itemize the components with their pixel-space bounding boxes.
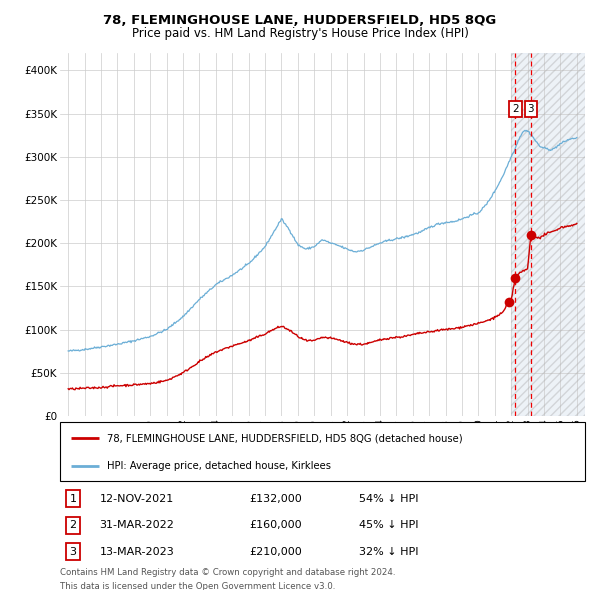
Text: £132,000: £132,000: [249, 494, 302, 504]
Text: 13-MAR-2023: 13-MAR-2023: [100, 546, 174, 556]
Text: 12-NOV-2021: 12-NOV-2021: [100, 494, 173, 504]
Bar: [511, 53, 585, 416]
Text: 1: 1: [70, 494, 77, 504]
Text: Price paid vs. HM Land Registry's House Price Index (HPI): Price paid vs. HM Land Registry's House …: [131, 27, 469, 40]
Text: £160,000: £160,000: [249, 520, 302, 530]
Text: HPI: Average price, detached house, Kirklees: HPI: Average price, detached house, Kirk…: [107, 461, 331, 470]
Text: 2: 2: [70, 520, 77, 530]
Text: 2: 2: [512, 104, 518, 114]
Text: 78, FLEMINGHOUSE LANE, HUDDERSFIELD, HD5 8QG (detached house): 78, FLEMINGHOUSE LANE, HUDDERSFIELD, HD5…: [107, 434, 463, 443]
Text: 31-MAR-2022: 31-MAR-2022: [100, 520, 174, 530]
Text: 32% ↓ HPI: 32% ↓ HPI: [359, 546, 419, 556]
Text: 3: 3: [527, 104, 534, 114]
Bar: [511, 53, 585, 416]
Text: 45% ↓ HPI: 45% ↓ HPI: [359, 520, 419, 530]
Text: 54% ↓ HPI: 54% ↓ HPI: [359, 494, 419, 504]
Text: 78, FLEMINGHOUSE LANE, HUDDERSFIELD, HD5 8QG: 78, FLEMINGHOUSE LANE, HUDDERSFIELD, HD5…: [103, 14, 497, 27]
FancyBboxPatch shape: [60, 422, 585, 481]
Text: £210,000: £210,000: [249, 546, 302, 556]
Text: Contains HM Land Registry data © Crown copyright and database right 2024.: Contains HM Land Registry data © Crown c…: [60, 568, 395, 576]
Text: 3: 3: [70, 546, 77, 556]
Text: This data is licensed under the Open Government Licence v3.0.: This data is licensed under the Open Gov…: [60, 582, 335, 590]
